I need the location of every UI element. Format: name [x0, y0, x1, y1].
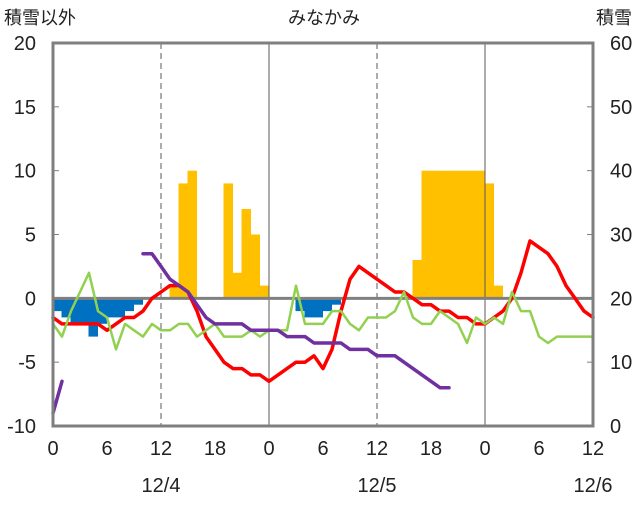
x-tick-label: 12: [150, 438, 172, 460]
x-tick-label: 18: [204, 438, 226, 460]
bar-0-7: [116, 298, 126, 317]
bar-0-11: [305, 298, 315, 317]
bar-1-14: [467, 171, 477, 299]
bar-0-3: [80, 298, 90, 324]
x-tick-label: 6: [101, 438, 112, 460]
bar-0-13: [323, 298, 333, 311]
left-tick-label: 5: [25, 225, 36, 247]
bar-1-3: [224, 183, 234, 298]
right-tick-label: 40: [610, 161, 632, 183]
x-tick-label: 18: [420, 438, 442, 460]
bar-1-4: [233, 273, 243, 299]
x-tick-label: 0: [263, 438, 274, 460]
x-tick-label: 0: [47, 438, 58, 460]
bar-1-12: [449, 171, 459, 299]
date-label: 12/5: [358, 475, 397, 497]
bar-1-7: [260, 286, 270, 299]
x-tick-label: 12: [366, 438, 388, 460]
bar-1-15: [476, 171, 486, 299]
bar-1-9: [422, 171, 432, 299]
bar-1-1: [179, 183, 189, 298]
x-tick-label: 0: [479, 438, 490, 460]
bar-0-8: [125, 298, 135, 311]
bar-1-0: [170, 286, 180, 299]
bar-1-17: [494, 286, 504, 299]
line-layer: [53, 241, 593, 413]
left-tick-label: -5: [18, 352, 36, 374]
date-label: 12/6: [574, 475, 613, 497]
chart-title: みなかみ: [288, 8, 360, 28]
bar-1-11: [440, 171, 450, 299]
bar-1-13: [458, 171, 468, 299]
bar-0-6: [107, 298, 117, 317]
bar-1-5: [242, 209, 252, 298]
x-tick-label: 6: [317, 438, 328, 460]
right-axis-label: 積雪: [596, 8, 632, 28]
bar-1-10: [431, 171, 441, 299]
right-tick-label: 10: [610, 352, 632, 374]
bar-layer: [53, 171, 504, 337]
x-tick-label: 12: [582, 438, 604, 460]
right-tick-label: 0: [610, 416, 621, 438]
bar-1-16: [485, 183, 495, 298]
bar-1-6: [251, 235, 261, 299]
left-tick-label: 15: [14, 97, 36, 119]
left-axis-label: 積雪以外: [4, 8, 76, 28]
right-tick-label: 50: [610, 97, 632, 119]
bar-0-12: [314, 298, 324, 317]
bar-1-2: [188, 171, 198, 299]
right-tick-label: 20: [610, 288, 632, 310]
left-tick-label: 10: [14, 161, 36, 183]
right-tick-label: 60: [610, 33, 632, 55]
left-tick-label: 0: [25, 288, 36, 310]
left-tick-label: 20: [14, 33, 36, 55]
left-tick-label: -10: [7, 416, 36, 438]
date-label: 12/4: [142, 475, 181, 497]
right-tick-label: 30: [610, 225, 632, 247]
x-tick-label: 6: [533, 438, 544, 460]
bar-1-8: [413, 260, 423, 298]
